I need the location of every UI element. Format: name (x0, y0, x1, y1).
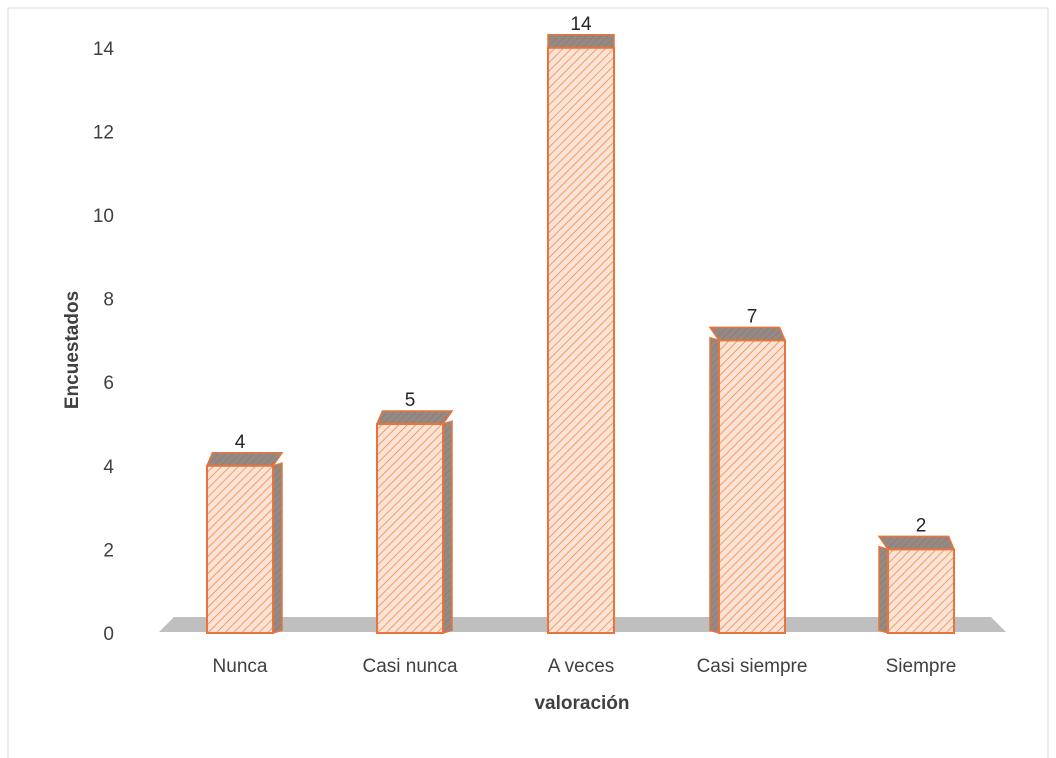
y-tick-label: 10 (93, 206, 114, 227)
data-label: 14 (570, 14, 592, 35)
bar-front (718, 339, 786, 634)
y-tick-label: 2 (103, 540, 114, 561)
x-tick-label: Nunca (213, 656, 268, 677)
x-tick-label: Casi nunca (362, 656, 457, 677)
bar (375, 410, 454, 635)
bar-front (547, 46, 615, 635)
bars (205, 34, 956, 635)
data-labels: 4 5 14 7 2 (235, 14, 927, 537)
data-label: 2 (916, 515, 927, 536)
bar (877, 535, 956, 635)
bar-front (206, 464, 274, 634)
y-tick-label: 6 (103, 373, 114, 394)
y-axis-title: Encuestados (62, 291, 83, 409)
chart-frame (7, 7, 1049, 758)
bar-front (887, 548, 955, 635)
x-tick-label: Siempre (886, 656, 957, 677)
bar-top (708, 326, 787, 342)
x-axis-title: valoración (534, 693, 629, 714)
bar (205, 452, 284, 635)
y-axis-ticks: 0 2 4 6 8 10 12 14 (93, 39, 115, 645)
data-label: 4 (235, 432, 246, 453)
y-tick-label: 0 (103, 624, 114, 645)
bar (708, 326, 787, 635)
bar-front (376, 423, 444, 634)
x-axis-labels: Nunca Casi nunca A veces Casi siempre Siempr… (213, 656, 957, 677)
bar-top (877, 535, 956, 551)
bar-top (547, 34, 615, 49)
y-tick-label: 12 (93, 122, 114, 143)
bar-top (205, 452, 284, 467)
data-label: 5 (405, 390, 416, 411)
x-tick-label: A veces (548, 656, 615, 677)
y-tick-label: 14 (93, 39, 115, 60)
data-label: 7 (747, 306, 758, 327)
y-tick-label: 4 (103, 457, 114, 478)
bar (547, 34, 615, 635)
bar-side (272, 462, 283, 635)
y-tick-label: 8 (103, 290, 114, 311)
bar-side (442, 420, 453, 635)
bar-side (878, 545, 889, 635)
bar-top (375, 410, 454, 425)
x-tick-label: Casi siempre (697, 656, 808, 677)
bar-side (709, 336, 720, 635)
